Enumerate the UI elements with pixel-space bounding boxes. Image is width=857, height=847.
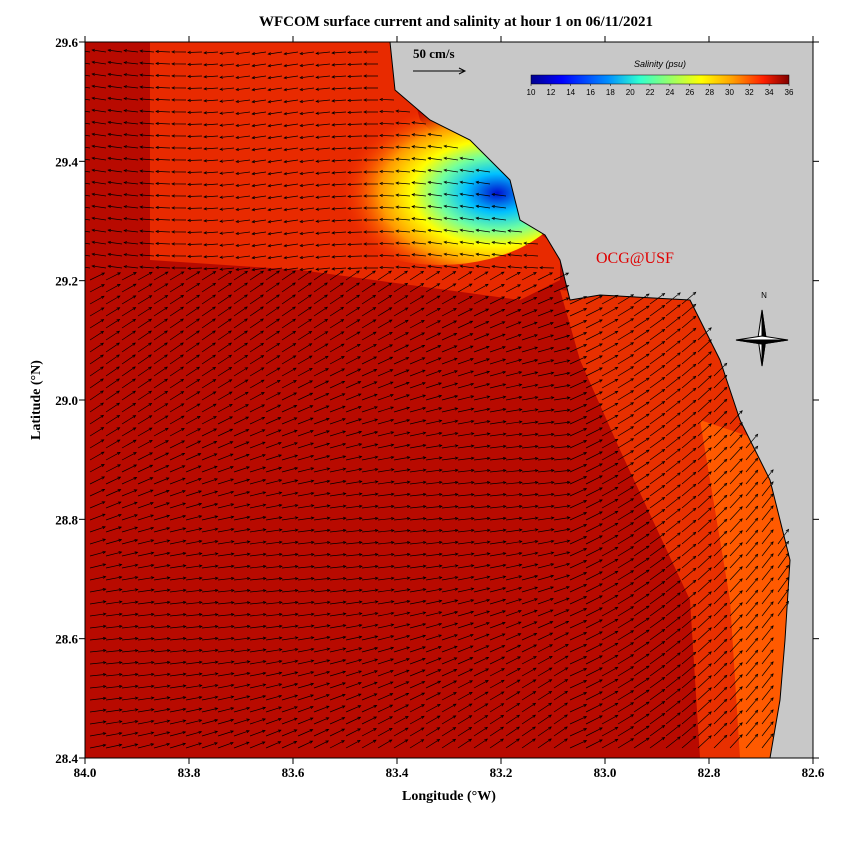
colorbar-tick-label: 36	[785, 88, 794, 97]
current-arrow-head	[76, 265, 79, 268]
current-arrow-head	[76, 253, 79, 256]
colorbar-tick-label: 24	[665, 88, 674, 97]
y-tick-label: 29.6	[55, 35, 78, 50]
x-tick-label: 83.4	[386, 765, 409, 780]
annotation: OCG@USF	[596, 250, 674, 267]
compass-label: N	[761, 291, 767, 300]
x-tick-label: 83.0	[594, 765, 617, 780]
current-arrow-head	[76, 181, 79, 184]
colorbar-tick-label: 22	[646, 88, 655, 97]
current-arrow-head	[76, 97, 79, 100]
colorbar-tick-label: 20	[626, 88, 635, 97]
current-arrow-head	[76, 145, 79, 148]
current-arrow-head	[76, 169, 79, 172]
current-arrow-head	[76, 193, 79, 196]
current-arrow-head	[76, 205, 79, 208]
map-area	[76, 42, 813, 758]
current-arrow-head	[76, 73, 79, 76]
x-tick-label: 82.8	[698, 765, 721, 780]
colorbar-tick-label: 12	[546, 88, 555, 97]
y-tick-label: 29.0	[55, 393, 78, 408]
x-axis-label: Longitude (°W)	[402, 789, 496, 804]
current-arrow-head	[76, 61, 79, 64]
y-tick-label: 28.4	[55, 751, 78, 766]
colorbar-tick-label: 16	[586, 88, 595, 97]
colorbar	[531, 75, 789, 84]
y-tick-label: 29.4	[55, 154, 78, 169]
current-arrow-head	[76, 241, 79, 244]
x-tick-label: 84.0	[74, 765, 97, 780]
current-arrow-head	[76, 217, 79, 220]
x-tick-label: 83.2	[490, 765, 513, 780]
y-axis-label: Latitude (°N)	[29, 360, 44, 440]
colorbar-tick-label: 14	[566, 88, 575, 97]
colorbar-tick-label: 26	[685, 88, 694, 97]
colorbar-tick-label: 30	[725, 88, 734, 97]
x-tick-label: 82.6	[802, 765, 825, 780]
y-tick-label: 28.8	[55, 512, 78, 527]
colorbar-tick-label: 32	[745, 88, 754, 97]
y-tick-label: 28.6	[55, 632, 78, 647]
colorbar-tick-label: 34	[765, 88, 774, 97]
y-tick-label: 29.2	[55, 274, 78, 289]
x-tick-label: 83.8	[178, 765, 201, 780]
colorbar-tick-label: 28	[705, 88, 714, 97]
current-arrow-head	[76, 229, 79, 232]
current-arrow-head	[76, 85, 79, 88]
colorbar-tick-label: 10	[527, 88, 536, 97]
x-tick-label: 83.6	[282, 765, 305, 780]
title: WFCOM surface current and salinity at ho…	[259, 14, 653, 30]
current-arrow-head	[76, 121, 79, 124]
current-arrow-head	[76, 109, 79, 112]
colorbar-title: Salinity (psu)	[634, 59, 686, 69]
colorbar-tick-label: 18	[606, 88, 615, 97]
scale-label: 50 cm/s	[413, 46, 455, 61]
current-arrow-head	[76, 133, 79, 136]
